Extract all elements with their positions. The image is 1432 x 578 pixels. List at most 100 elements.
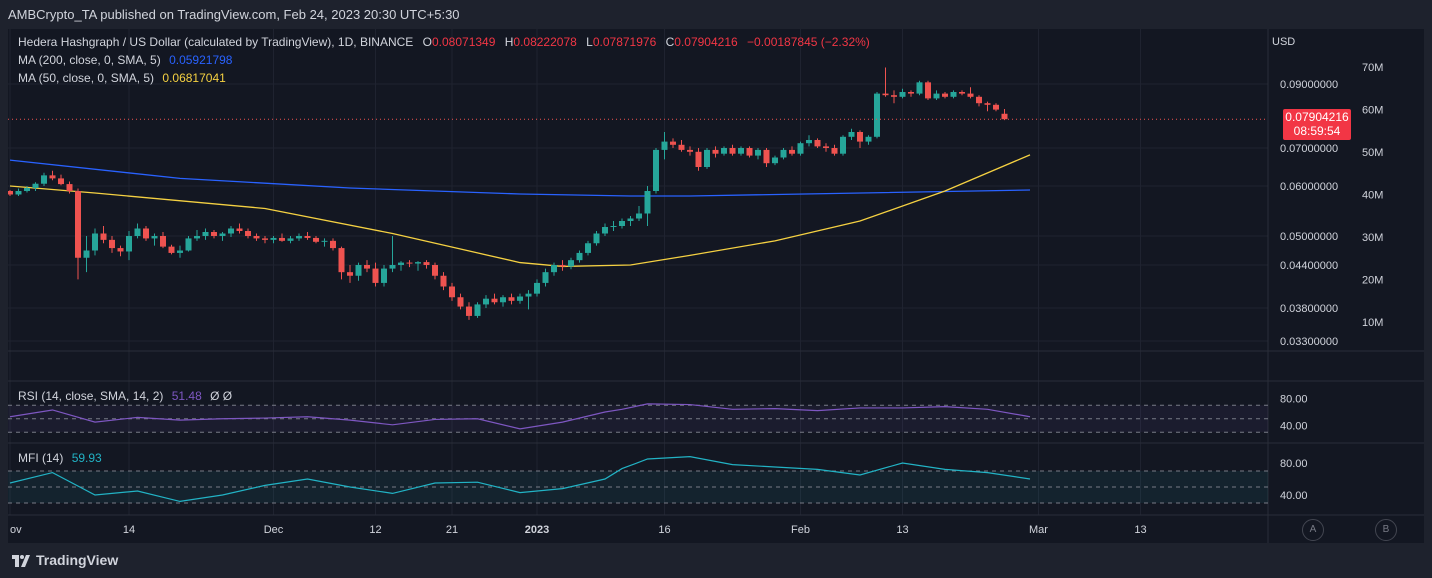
volume-tick-label: 30M (1362, 232, 1383, 244)
currency-label: USD (1272, 36, 1295, 48)
rsi-legend[interactable]: RSI (14, close, SMA, 14, 2) 51.48 Ø Ø (18, 389, 232, 403)
price-tick-label: 0.09000000 (1280, 79, 1338, 91)
candle-body (551, 265, 557, 273)
rsi-tick-label: 40.00 (1280, 421, 1308, 433)
x-tick-label: 21 (446, 524, 458, 536)
candle-body (347, 272, 353, 276)
candle-body (687, 149, 693, 152)
candle-body (746, 148, 753, 156)
candle-body (211, 232, 217, 236)
publish-header: AMBCrypto_TA published on TradingView.co… (0, 0, 1432, 28)
candle-body (245, 231, 251, 236)
rsi-line (9, 403, 1031, 430)
candle-body (500, 297, 506, 303)
candle-body (508, 297, 515, 301)
close-value: 0.07904216 (674, 35, 738, 49)
candle-body (1001, 113, 1008, 120)
candle-body (814, 140, 821, 147)
x-tick-label: 13 (1134, 524, 1146, 536)
candle-body (967, 93, 974, 97)
candle-body (619, 221, 625, 226)
change-value: −0.00187845 (−2.32%) (747, 35, 870, 49)
candle-body (75, 191, 81, 258)
candle-body (296, 236, 302, 239)
candle-body (185, 238, 192, 251)
candle-body (15, 191, 22, 195)
candle-body (457, 297, 464, 307)
candle-body (381, 268, 387, 283)
candle-body (466, 306, 472, 316)
candle-body (610, 226, 617, 227)
candle-body (49, 175, 56, 179)
symbol-legend[interactable]: Hedera Hashgraph / US Dollar (calculated… (18, 35, 870, 49)
candle-body (534, 282, 540, 294)
candle-body (950, 92, 957, 97)
x-tick-label: 2023 (525, 524, 549, 536)
candle-body (602, 227, 608, 234)
candle-body (253, 236, 260, 239)
candle-body (712, 149, 719, 154)
candle-body (423, 262, 430, 265)
candle-body (695, 151, 702, 167)
candle-body (806, 140, 812, 144)
price-tick-label: 0.05000000 (1280, 231, 1338, 243)
candle-body (24, 188, 30, 191)
axes: USD 0.09000000 0.07000000 0.06000000 0.05000… (10, 36, 1383, 536)
x-tick-label: Mar (1029, 524, 1048, 536)
auto-scale-button[interactable]: A (1302, 519, 1324, 541)
candle-body (848, 132, 855, 137)
candle-body (517, 296, 523, 301)
rsi-extra: Ø Ø (210, 389, 233, 403)
candle-body (270, 237, 277, 240)
candle-body (670, 141, 676, 145)
high-label: H (504, 35, 514, 49)
x-tick-label: 13 (896, 524, 908, 536)
pane-separators (8, 29, 1424, 543)
tradingview-brand[interactable]: TradingView (12, 552, 118, 568)
candle-body (338, 248, 345, 273)
candle-body (58, 178, 64, 185)
low-value: 0.07871976 (592, 35, 657, 49)
candle-body (32, 183, 39, 188)
candle-body (355, 265, 362, 276)
candle-body (287, 238, 294, 241)
log-scale-button[interactable]: B (1375, 519, 1397, 541)
candle-body (483, 298, 489, 305)
price-tick-label: 0.04400000 (1280, 260, 1338, 272)
candle-body (823, 146, 829, 148)
candle-body (729, 148, 736, 154)
candle-body (160, 236, 166, 247)
open-label: O (422, 35, 432, 49)
x-tick-label: 16 (658, 524, 670, 536)
candle-body (755, 149, 761, 156)
candle-body (109, 239, 115, 249)
bar-countdown: 08:59:54 (1293, 124, 1341, 138)
candle-body (313, 237, 319, 242)
candle-body (41, 175, 47, 184)
rsi-band (8, 405, 1268, 433)
ma50-value: 0.06817041 (162, 71, 226, 85)
ma50-legend[interactable]: MA (50, close, 0, SMA, 5) 0.06817041 (18, 71, 226, 85)
candle-body (704, 149, 710, 167)
price-tick-label: 0.03800000 (1280, 303, 1338, 315)
close-label: C (665, 35, 675, 49)
candle-body (542, 272, 549, 283)
candle-body (194, 236, 200, 239)
candle-body (585, 243, 591, 253)
candle-body (100, 233, 107, 240)
rsi-label: RSI (14, close, SMA, 14, 2) (18, 389, 164, 403)
ma200-legend[interactable]: MA (200, close, 0, SMA, 5) 0.05921798 (18, 53, 232, 67)
chart-pane[interactable]: 80.00 40.00 80.00 40.00 USD 0.09000000 0.070… (8, 29, 1424, 543)
candle-body (236, 228, 243, 231)
x-tick-label: 14 (123, 524, 135, 536)
mfi-tick-label: 80.00 (1280, 458, 1308, 470)
chart-svg[interactable]: 80.00 40.00 80.00 40.00 USD 0.09000000 0.070… (8, 29, 1424, 543)
candle-body (449, 286, 455, 298)
candle-body (993, 104, 999, 110)
mfi-legend[interactable]: MFI (14) 59.93 (18, 451, 102, 465)
candle-body (330, 240, 336, 249)
mfi-band (8, 471, 1268, 503)
candle-body (143, 228, 149, 239)
candle-body (857, 132, 863, 142)
candle-body (780, 149, 787, 158)
